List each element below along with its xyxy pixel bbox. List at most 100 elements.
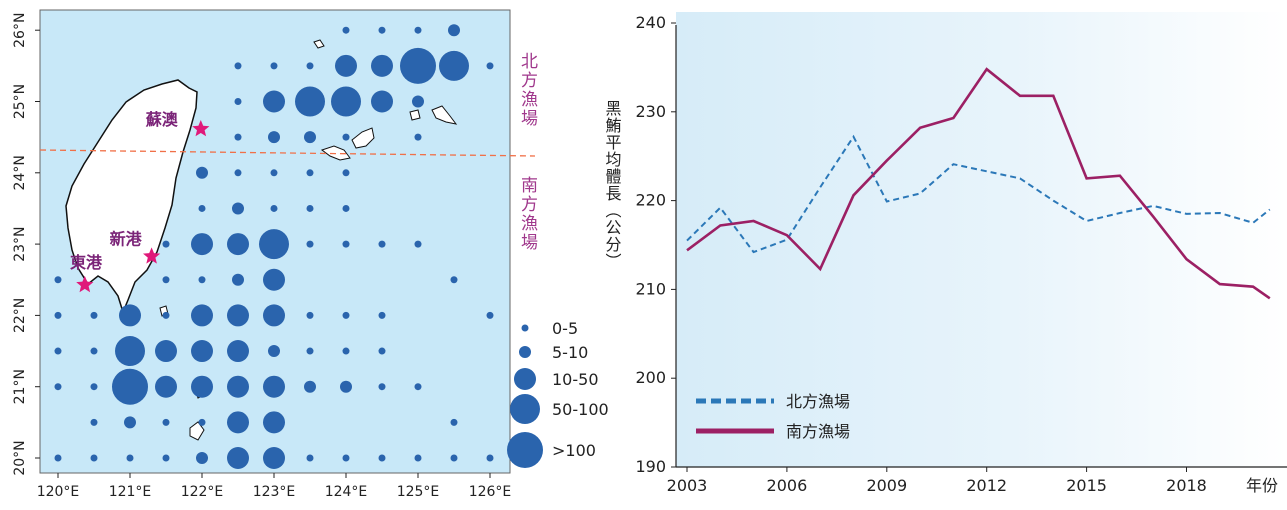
catch-bubble [234,62,242,70]
catch-bubbles [54,24,494,469]
catch-bubble [270,62,278,70]
y-tick-label: 200 [635,368,666,387]
catch-bubble [378,26,386,34]
catch-bubble [450,454,458,462]
catch-bubble [342,169,350,177]
catch-bubble [450,276,458,284]
catch-bubble [335,54,357,77]
catch-bubble [371,90,393,113]
legend-bubble-label: 50-100 [552,400,609,419]
catch-bubble [124,416,136,429]
catch-bubble [198,276,206,284]
catch-bubble [232,202,244,215]
port-star [76,275,94,293]
catch-bubble [54,347,62,355]
catch-bubble [306,169,314,177]
catch-bubble [306,454,314,462]
lon-tick-label: 122°E [181,484,224,500]
catch-bubble [414,26,422,34]
catch-bubble [450,418,458,426]
catch-bubble [234,169,242,177]
catch-bubble [263,90,285,113]
catch-bubble [126,454,134,462]
region-label-north: 北方漁場 [517,52,538,128]
lat-tick-label: 25°N [12,84,28,119]
catch-bubble [54,276,62,284]
x-tick-label: 2009 [866,476,907,495]
bubble-legend: 0-5 5-10 10-50 50-100 >100 [507,319,609,468]
y-tick-label: 230 [635,102,666,121]
catch-bubble [304,131,316,144]
catch-bubble [90,311,98,319]
catch-bubble [306,311,314,319]
island-ryukyu-1 [320,145,351,161]
x-axis-label: 年份 [1246,476,1278,495]
catch-bubble [115,336,145,367]
legend-bubble [519,346,531,358]
y-ticks: 190 200 210 220 230 240 [635,13,676,476]
catch-bubble [412,95,424,108]
y-tick-label: 220 [635,191,666,210]
lon-tick-label: 120°E [37,484,80,500]
catch-bubble [340,380,352,393]
port-label: 新港 [110,229,143,248]
series-line-north [686,134,1271,254]
catch-bubble [295,86,325,117]
catch-bubble [414,454,422,462]
catch-bubble [342,454,350,462]
region-label-south: 南方漁場 [517,176,538,252]
catch-bubble [342,347,350,355]
port-label: 東港 [70,253,103,272]
catch-bubble [162,240,170,248]
bubble-map-panel: 120°E 121°E 122°E 123°E 124°E 125°E 126°E 20°N… [12,9,609,500]
catch-bubble [227,340,249,363]
legend-label-south: 南方漁場 [786,422,850,441]
legend-bubble [507,432,543,468]
catch-bubble [306,204,314,212]
catch-bubble [112,368,148,405]
legend-bubble [521,324,529,332]
catch-bubble [162,276,170,284]
catch-bubble [342,26,350,34]
catch-bubble [378,454,386,462]
catch-bubble [378,383,386,391]
longitude-ticks: 120°E 121°E 122°E 123°E 124°E 125°E 126°E [37,473,512,500]
catch-bubble [270,204,278,212]
catch-bubble [263,447,285,469]
legend-bubble [514,368,536,390]
catch-bubble [227,304,249,327]
lat-tick-label: 23°N [12,226,28,261]
catch-bubble [196,452,208,464]
catch-bubble [268,131,280,144]
catch-bubble [304,380,316,393]
lon-tick-label: 126°E [469,484,512,500]
catch-bubble [198,204,206,212]
catch-bubble [414,240,422,248]
catch-bubble [234,133,242,141]
catch-bubble [342,204,350,212]
catch-bubble [227,375,249,398]
fishing-ground-boundary [39,149,536,157]
catch-bubble [486,454,494,462]
catch-bubble [414,133,422,141]
catch-bubble [162,311,170,319]
catch-bubble [162,418,170,426]
catch-bubble [191,233,213,256]
island-ryukyu-3 [431,105,458,125]
catch-bubble [342,133,350,141]
catch-bubble [400,47,436,84]
catch-bubble [191,340,213,363]
catch-bubble [119,304,141,327]
catch-bubble [342,240,350,248]
catch-bubble [263,411,285,434]
port-star [192,120,210,137]
catch-bubble [191,304,213,327]
catch-bubble [227,447,249,469]
catch-bubble [378,311,386,319]
legend-bubble-label: 5-10 [552,343,588,362]
series-lines [686,67,1271,300]
x-ticks: 2003 2006 2009 2012 2015 2018 年份 [667,467,1278,495]
x-tick-label: 2018 [1166,476,1207,495]
